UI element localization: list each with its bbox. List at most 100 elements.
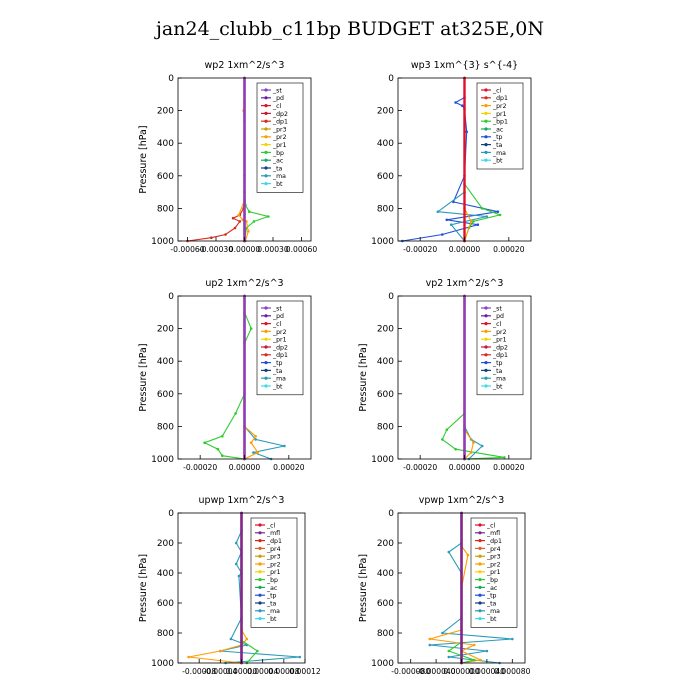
legend-marker	[484, 119, 488, 123]
legend-marker	[258, 585, 262, 590]
data-point	[248, 210, 251, 213]
legend-label: _st	[492, 305, 502, 312]
data-point	[472, 643, 476, 647]
legend-box	[470, 517, 518, 628]
legend-label: _dp1	[486, 538, 502, 545]
legend-marker	[484, 158, 488, 162]
data-point	[233, 226, 237, 230]
data-point	[436, 210, 440, 213]
legend-label: _pr2	[272, 329, 287, 336]
y-tick-label: 1000	[371, 659, 394, 669]
data-point	[479, 658, 482, 662]
y-tick-label: 600	[157, 599, 174, 609]
data-point	[469, 451, 473, 454]
data-point	[241, 218, 244, 222]
y-tick-label: 1000	[151, 237, 174, 247]
data-point	[503, 456, 506, 459]
y-tick-label: 400	[377, 357, 394, 367]
legend-marker	[258, 609, 262, 613]
chart-title: wp3 1xm^{3} s^{-4}	[411, 60, 518, 71]
data-point	[454, 447, 457, 451]
legend-label: _ta	[272, 165, 283, 172]
x-tick-label: -0.00004	[203, 667, 237, 676]
legend-marker	[484, 135, 488, 139]
chart-title: vpwp 1xm^2/s^3	[419, 495, 505, 506]
x-tick-label: 0.00020	[493, 463, 525, 472]
legend-label: _bt	[492, 158, 503, 165]
legend-marker	[484, 127, 488, 131]
chart-panel-6: vpwp 1xm^2/s^3 Pressure [hPa] 0 200 400 600 80…	[358, 495, 531, 676]
legend-marker	[264, 135, 268, 139]
data-point	[256, 451, 260, 454]
y-tick-label: 200	[157, 107, 174, 117]
data-point	[219, 649, 222, 653]
data-point	[496, 210, 500, 213]
legend-box	[256, 82, 304, 193]
legend-marker	[258, 554, 262, 558]
legend-marker	[264, 306, 268, 310]
legend-marker	[478, 570, 482, 574]
legend-label: _pr3	[486, 554, 501, 561]
data-point	[449, 223, 453, 226]
legend-marker	[484, 345, 488, 349]
x-tick-label: 0.00000	[449, 463, 481, 472]
chart-panel-3: up2 1xm^2/s^3 Pressure [hPa] 0 200 400 600 800…	[138, 278, 312, 472]
legend-label: _bt	[272, 383, 283, 390]
y-axis-label: Pressure [hPa]	[358, 554, 369, 622]
y-axis-label: Pressure [hPa]	[138, 343, 149, 411]
legend-marker	[264, 111, 268, 115]
legend-label: _mfl	[486, 530, 500, 537]
y-tick-label: 200	[157, 539, 174, 549]
legend: _st_pd_cl_pr2_pr1_dp2_dp1_tp_ta_ma_bt	[476, 300, 524, 396]
x-tick-label: -0.00020	[403, 245, 437, 254]
y-tick-label: 600	[157, 172, 174, 182]
data-point	[234, 412, 237, 415]
x-tick-label: 0.00000	[449, 245, 481, 254]
data-point	[254, 438, 257, 441]
legend-marker	[484, 376, 488, 380]
legend-label: _tp	[492, 134, 503, 141]
data-point	[224, 233, 227, 236]
series-line	[187, 78, 246, 242]
legend-marker	[264, 337, 268, 341]
data-point	[247, 229, 250, 233]
x-tick-label: 0.000080	[494, 667, 530, 676]
y-tick-label: 400	[377, 569, 394, 579]
legend-marker	[484, 337, 488, 341]
legend-label: _pr1	[272, 337, 287, 344]
data-point	[465, 130, 469, 134]
legend-marker	[484, 314, 488, 318]
legend-label: _dp1	[266, 538, 282, 545]
y-tick-label: 600	[157, 390, 174, 400]
legend-marker	[264, 182, 268, 186]
data-point	[210, 236, 213, 239]
legend-label: _dp1	[272, 352, 288, 359]
legend-label: _st	[272, 87, 282, 94]
legend-marker	[484, 329, 488, 333]
y-tick-label: 200	[157, 325, 174, 335]
legend-marker	[478, 554, 482, 558]
legend-marker	[264, 345, 268, 349]
data-point	[283, 444, 286, 448]
legend-label: _cl	[492, 87, 501, 94]
x-tick-label: 0.00020	[493, 245, 525, 254]
legend-marker	[258, 539, 262, 543]
legend-label: _bt	[266, 616, 277, 623]
legend-label: _mfl	[266, 530, 280, 537]
legend-marker	[264, 150, 268, 154]
legend-label: _ac	[272, 158, 284, 165]
legend-marker	[264, 88, 268, 92]
legend-label: _tp	[266, 593, 277, 600]
legend-label: _ma	[272, 173, 286, 180]
x-tick-label: 0.00030	[257, 245, 289, 254]
legend-label: _pd	[492, 313, 504, 320]
legend-label: _cl	[272, 103, 281, 110]
legend-label: _tp	[486, 593, 497, 600]
y-tick-label: 1000	[151, 659, 174, 669]
legend-marker	[264, 368, 268, 372]
y-tick-label: 600	[377, 172, 394, 182]
legend-marker	[264, 127, 268, 131]
y-tick-label: 800	[377, 422, 394, 432]
x-tick-label: 0.00012	[289, 667, 321, 676]
legend-label: _pr1	[272, 142, 287, 149]
